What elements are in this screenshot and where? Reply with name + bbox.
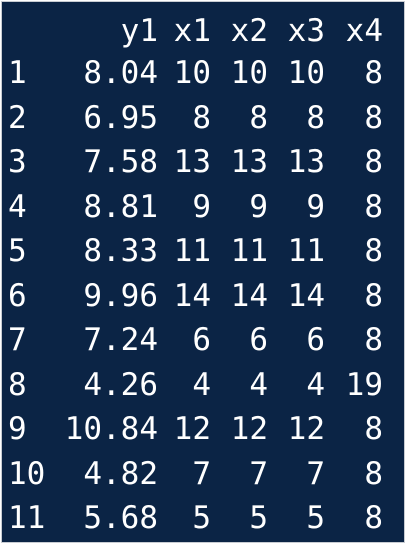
table-cell-x2: 14 — [230, 278, 268, 314]
table-cell-x3: 8 — [306, 100, 325, 136]
column-header-x4: x4 — [345, 13, 383, 49]
table-cell-x4: 8 — [364, 144, 383, 180]
table-cell-x1: 9 — [192, 189, 211, 225]
table-cell-x1: 14 — [173, 278, 211, 314]
table-cell-y1: 5.68 — [83, 500, 158, 536]
column-header-x1: x1 — [173, 13, 211, 49]
table-cell-x3: 5 — [306, 500, 325, 536]
row-name: 4 — [8, 189, 27, 225]
table-cell-x1: 13 — [173, 144, 211, 180]
table-cell-y1: 7.58 — [83, 144, 158, 180]
row-name: 11 — [8, 500, 46, 536]
table-cell-x1: 6 — [192, 322, 211, 358]
table-cell-x4: 8 — [364, 189, 383, 225]
table-cell-y1: 8.33 — [83, 233, 158, 269]
table-cell-x3: 11 — [287, 233, 325, 269]
table-cell-x4: 8 — [364, 233, 383, 269]
table-cell-x2: 8 — [249, 100, 268, 136]
table-cell-x2: 7 — [249, 456, 268, 492]
column-header-y1: y1 — [120, 13, 158, 49]
table-cell-x3: 13 — [287, 144, 325, 180]
table-cell-x2: 6 — [249, 322, 268, 358]
table-cell-x4: 8 — [364, 100, 383, 136]
table-cell-x4: 19 — [345, 367, 383, 403]
table-cell-x3: 6 — [306, 322, 325, 358]
table-cell-x2: 10 — [230, 55, 268, 91]
table-cell-x1: 7 — [192, 456, 211, 492]
table-cell-x1: 10 — [173, 55, 211, 91]
table-cell-x1: 11 — [173, 233, 211, 269]
table-cell-y1: 8.81 — [83, 189, 158, 225]
row-name: 6 — [8, 278, 27, 314]
column-header-x3: x3 — [287, 13, 325, 49]
table-cell-y1: 10.84 — [64, 411, 158, 447]
table-cell-x2: 12 — [230, 411, 268, 447]
column-header-x2: x2 — [230, 13, 268, 49]
row-name: 1 — [8, 55, 27, 91]
table-cell-y1: 8.04 — [83, 55, 158, 91]
table-cell-x4: 8 — [364, 411, 383, 447]
table-cell-x1: 5 — [192, 500, 211, 536]
row-name: 3 — [8, 144, 27, 180]
table-cell-x2: 11 — [230, 233, 268, 269]
table-cell-x2: 4 — [249, 367, 268, 403]
row-name: 2 — [8, 100, 27, 136]
table-cell-x3: 14 — [287, 278, 325, 314]
table-cell-y1: 4.26 — [83, 367, 158, 403]
row-name: 5 — [8, 233, 27, 269]
table-cell-x4: 8 — [364, 55, 383, 91]
table-cell-x3: 10 — [287, 55, 325, 91]
table-cell-x2: 9 — [249, 189, 268, 225]
table-cell-x2: 5 — [249, 500, 268, 536]
table-cell-x3: 12 — [287, 411, 325, 447]
table-cell-y1: 9.96 — [83, 278, 158, 314]
table-cell-y1: 4.82 — [83, 456, 158, 492]
table-cell-y1: 7.24 — [83, 322, 158, 358]
row-name: 8 — [8, 367, 27, 403]
table-cell-x2: 13 — [230, 144, 268, 180]
table-cell-x1: 8 — [192, 100, 211, 136]
table-cell-x3: 4 — [306, 367, 325, 403]
table-cell-x4: 8 — [364, 322, 383, 358]
table-cell-x4: 8 — [364, 278, 383, 314]
table-cell-x3: 9 — [306, 189, 325, 225]
row-name: 9 — [8, 411, 27, 447]
table-cell-x3: 7 — [306, 456, 325, 492]
table-cell-x4: 8 — [364, 456, 383, 492]
table-cell-x1: 12 — [173, 411, 211, 447]
table-cell-x1: 4 — [192, 367, 211, 403]
table-cell-y1: 6.95 — [83, 100, 158, 136]
row-name: 10 — [8, 456, 46, 492]
table-cell-x4: 8 — [364, 500, 383, 536]
row-name: 7 — [8, 322, 27, 358]
